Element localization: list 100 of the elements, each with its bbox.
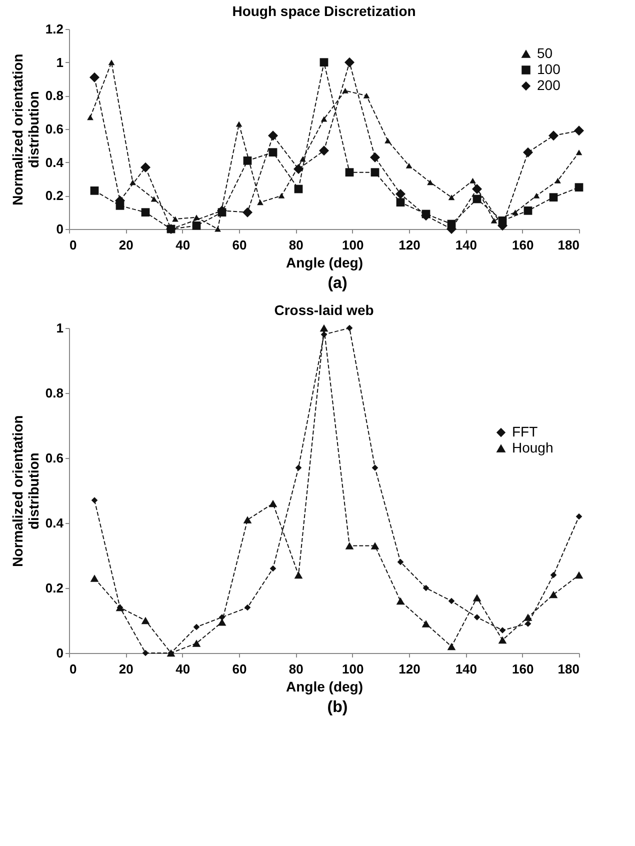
y-tick-label: 0 [56, 222, 64, 236]
point [130, 180, 136, 186]
point [554, 178, 561, 184]
point [150, 196, 158, 202]
point [87, 114, 94, 120]
x-tick-label: 140 [455, 238, 478, 252]
point [550, 572, 557, 578]
point [574, 183, 584, 192]
point [523, 147, 533, 158]
point [342, 88, 348, 94]
point [396, 189, 406, 199]
point [90, 72, 100, 82]
point [320, 331, 328, 338]
point [294, 184, 303, 194]
point [236, 121, 242, 127]
point [192, 640, 201, 647]
x-tick-label: 20 [118, 662, 134, 676]
point [345, 542, 354, 550]
point [512, 210, 518, 216]
point [140, 162, 150, 172]
point [447, 220, 456, 228]
point [270, 565, 276, 572]
point [193, 624, 200, 630]
point [319, 146, 329, 156]
x-tick-label: 160 [512, 662, 534, 676]
y-tick-label: 1 [56, 54, 64, 70]
point [268, 148, 278, 157]
point [320, 58, 328, 67]
point [214, 226, 221, 232]
point [142, 650, 149, 656]
point [447, 642, 456, 650]
y-tick-label: 0.6 [45, 450, 64, 466]
point [524, 620, 532, 627]
point [472, 594, 482, 602]
chart-title: Cross-laid web [274, 302, 374, 318]
point [384, 138, 391, 144]
legend-label: 200 [537, 77, 561, 93]
point [278, 192, 285, 198]
point [141, 616, 150, 624]
point [490, 218, 498, 224]
x-tick-label: 180 [558, 238, 580, 252]
point [90, 574, 99, 582]
x-tick-label: 100 [342, 662, 364, 676]
point [396, 597, 405, 605]
x-tick-label: 20 [118, 238, 134, 252]
point [320, 116, 328, 122]
point [448, 598, 455, 604]
point [166, 224, 176, 234]
point [372, 464, 378, 471]
x-tick-label: 40 [176, 238, 190, 252]
text: (b) [326, 699, 349, 717]
point [576, 513, 582, 520]
point [268, 500, 278, 508]
point [294, 164, 304, 174]
point [108, 60, 115, 66]
point [345, 168, 354, 177]
x-tick-label: 140 [455, 662, 478, 676]
legend-label: FFT [512, 424, 538, 440]
x-tick-label: 60 [232, 662, 247, 676]
point [524, 614, 532, 621]
point [257, 200, 264, 206]
legend-label: 50 [537, 45, 553, 61]
point [192, 221, 201, 230]
legend-label: 100 [537, 61, 561, 77]
point [370, 152, 380, 162]
point [472, 194, 482, 204]
point [422, 620, 430, 628]
y-axis-title: Normalized orientation distribution [9, 415, 42, 567]
y-tick-label: 0.8 [45, 88, 64, 104]
x-tick-label: 80 [288, 662, 304, 676]
x-tick-label: 40 [176, 662, 190, 676]
point [549, 193, 558, 202]
y-tick-label: 1 [56, 320, 64, 336]
point [346, 324, 353, 332]
y-tick-label: 0.2 [45, 580, 64, 596]
x-tick-label: 0 [70, 238, 77, 252]
point [406, 162, 412, 168]
point [397, 558, 404, 566]
point [218, 618, 226, 626]
x-tick-label: 120 [398, 662, 420, 676]
x-tick-label: 180 [558, 662, 580, 676]
point [549, 590, 558, 598]
point [370, 168, 380, 177]
point [422, 584, 430, 592]
point [422, 210, 430, 218]
point [474, 614, 480, 620]
point [370, 542, 380, 550]
y-tick-label: 0.6 [45, 122, 64, 136]
point [344, 57, 354, 68]
point [533, 192, 540, 198]
chart-title: Hough space Discretization [232, 3, 416, 19]
point [498, 216, 507, 225]
point [91, 497, 98, 504]
y-tick-label: 0.8 [45, 386, 64, 400]
x-tick-label: 120 [398, 238, 420, 252]
x-tick-label: 160 [512, 238, 534, 252]
point [300, 156, 306, 162]
x-tick-label: 80 [288, 238, 304, 252]
point [498, 636, 507, 644]
x-tick-label: 60 [232, 238, 247, 252]
